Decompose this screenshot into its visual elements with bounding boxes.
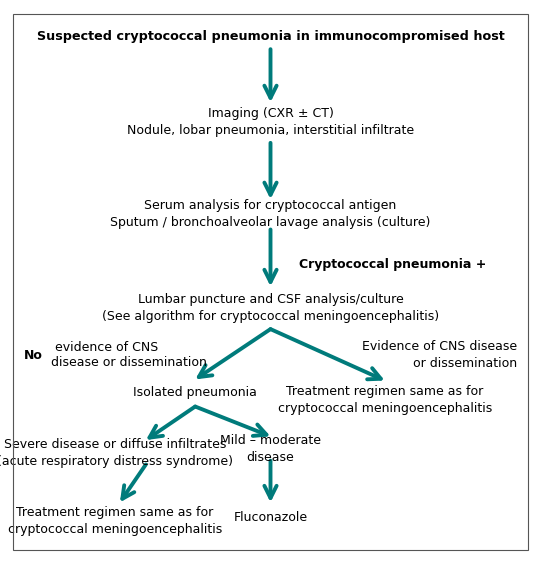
Text: Lumbar puncture and CSF analysis/culture
(See algorithm for cryptococcal meningo: Lumbar puncture and CSF analysis/culture… bbox=[102, 293, 439, 323]
Text: Fluconazole: Fluconazole bbox=[233, 511, 308, 524]
Text: Mild – moderate
disease: Mild – moderate disease bbox=[220, 434, 321, 464]
Text: Suspected cryptococcal pneumonia in immunocompromised host: Suspected cryptococcal pneumonia in immu… bbox=[37, 30, 504, 43]
Text: Severe disease or diffuse infiltrates
(acute respiratory distress syndrome): Severe disease or diffuse infiltrates (a… bbox=[0, 438, 233, 468]
Text: Isolated pneumonia: Isolated pneumonia bbox=[133, 386, 257, 399]
Text: Treatment regimen same as for
cryptococcal meningoencephalitis: Treatment regimen same as for cryptococc… bbox=[278, 385, 492, 415]
Text: Cryptococcal pneumonia +: Cryptococcal pneumonia + bbox=[299, 258, 486, 271]
Text: evidence of CNS
disease or dissemination: evidence of CNS disease or dissemination bbox=[51, 341, 207, 369]
Text: Treatment regimen same as for
cryptococcal meningoencephalitis: Treatment regimen same as for cryptococc… bbox=[8, 506, 222, 536]
Text: Imaging (CXR ± CT)
Nodule, lobar pneumonia, interstitial infiltrate: Imaging (CXR ± CT) Nodule, lobar pneumon… bbox=[127, 107, 414, 137]
Text: Serum analysis for cryptococcal antigen
Sputum / bronchoalveolar lavage analysis: Serum analysis for cryptococcal antigen … bbox=[110, 199, 431, 230]
Text: No: No bbox=[24, 349, 43, 362]
Text: Evidence of CNS disease
or dissemination: Evidence of CNS disease or dissemination bbox=[362, 340, 517, 370]
